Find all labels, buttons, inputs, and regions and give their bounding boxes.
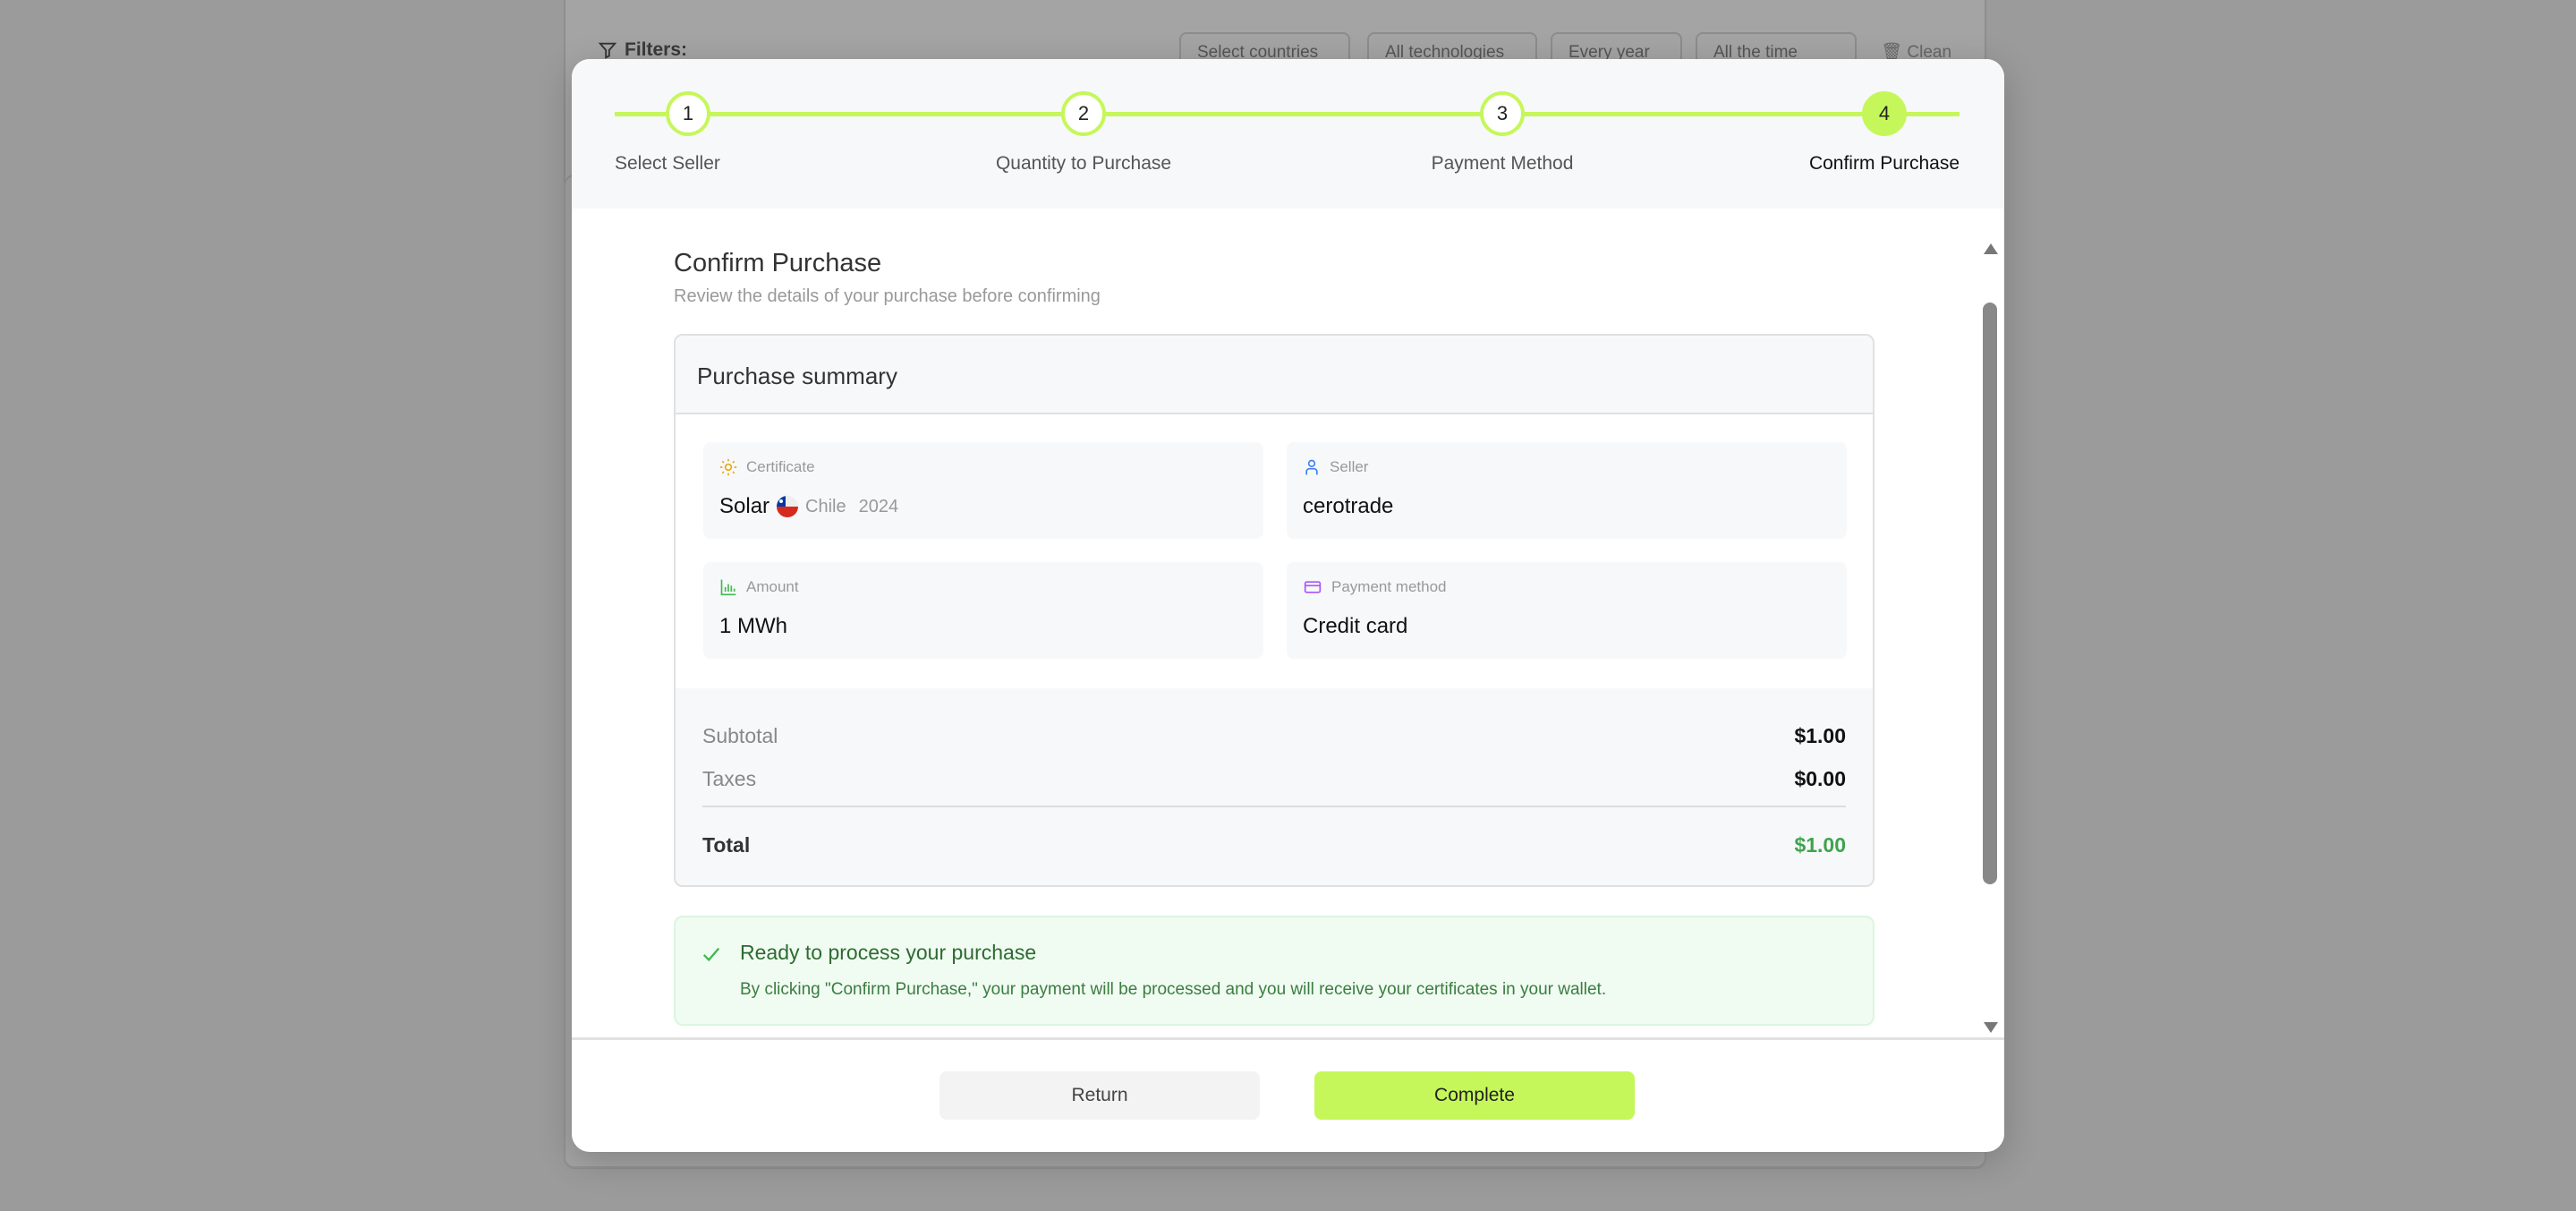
certificate-year: 2024 (858, 496, 899, 516)
filter-icon (598, 42, 617, 59)
scrollbar-thumb[interactable] (1983, 303, 1997, 884)
certificate-card: Certificate Solar Chile 2024 (703, 442, 1263, 539)
step-3-label: Payment Method (1431, 153, 1574, 174)
purchase-summary: Purchase summary Certificate Solar Chile… (674, 334, 1875, 887)
chile-flag-icon (777, 496, 799, 517)
notice-title: Ready to process your purchase (740, 941, 1037, 964)
amount-card: Amount 1 MWh (703, 562, 1263, 659)
sun-icon (719, 458, 737, 476)
filters-label: Filters: (598, 39, 687, 61)
notice-text: By clicking "Confirm Purchase," your pay… (740, 980, 1607, 999)
footer-divider (572, 1037, 2004, 1040)
return-button[interactable]: Return (939, 1071, 1260, 1120)
scroll-down-arrow-icon[interactable] (1984, 1022, 1998, 1033)
summary-title: Purchase summary (676, 336, 1873, 414)
certificate-technology: Solar (719, 494, 770, 518)
clean-label: Clean (1907, 43, 1952, 62)
step-2-circle: 2 (1061, 91, 1106, 136)
step-1-label: Select Seller (615, 153, 720, 174)
stepper: 1 2 3 4 Select Seller Quantity to Purcha… (572, 59, 2004, 209)
step-2-label: Quantity to Purchase (995, 153, 1172, 174)
step-4-label: Confirm Purchase (1808, 153, 1960, 174)
seller-card: Seller cerotrade (1287, 442, 1847, 539)
payment-card: Payment method Credit card (1287, 562, 1847, 659)
amount-label: Amount (746, 578, 799, 595)
page-title: Confirm Purchase (674, 249, 882, 277)
stepper-track (615, 112, 1960, 116)
credit-card-icon (1304, 581, 1322, 593)
seller-label: Seller (1330, 458, 1369, 475)
trash-icon: 🗑 (1881, 43, 1903, 62)
scrollbar[interactable] (1983, 243, 1998, 1033)
purchase-modal: 1 2 3 4 Select Seller Quantity to Purcha… (572, 59, 2004, 1152)
totals-divider (702, 806, 1846, 807)
certificate-country: Chile (805, 496, 846, 516)
payment-value: Credit card (1303, 614, 1408, 638)
ready-notice: Ready to process your purchase By clicki… (674, 916, 1875, 1026)
filters-text: Filters: (625, 39, 688, 60)
step-3-circle: 3 (1480, 91, 1525, 136)
total-label: Total (702, 833, 751, 857)
totals-section: Subtotal $1.00 Taxes $0.00 Total $1.00 (676, 688, 1873, 885)
page-subtitle: Review the details of your purchase befo… (674, 286, 1101, 306)
taxes-value: $0.00 (1794, 767, 1846, 790)
subtotal-label: Subtotal (702, 724, 778, 747)
bar-chart-icon (720, 579, 736, 596)
scroll-up-arrow-icon[interactable] (1984, 243, 1998, 254)
total-value: $1.00 (1794, 833, 1846, 857)
complete-button[interactable]: Complete (1314, 1071, 1635, 1120)
subtotal-value: $1.00 (1794, 724, 1846, 747)
taxes-label: Taxes (702, 767, 757, 790)
amount-value: 1 MWh (719, 614, 788, 638)
check-icon (702, 947, 720, 962)
step-1-circle: 1 (666, 91, 710, 136)
payment-label: Payment method (1331, 578, 1447, 595)
seller-value: cerotrade (1303, 494, 1394, 518)
user-icon (1305, 459, 1318, 475)
step-4-circle: 4 (1862, 91, 1907, 136)
clean-button[interactable]: 🗑 Clean (1881, 41, 1951, 63)
certificate-label: Certificate (746, 458, 815, 475)
